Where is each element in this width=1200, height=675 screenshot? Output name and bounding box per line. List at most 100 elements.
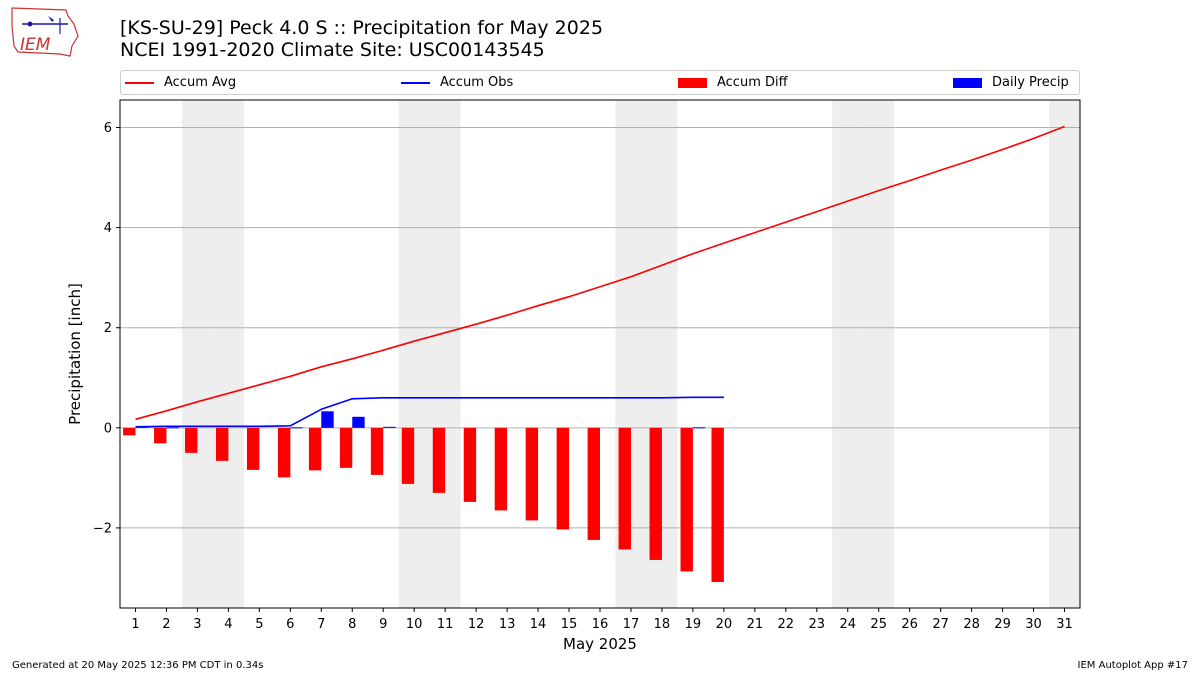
accum-diff-bar	[308, 427, 322, 471]
y-tick-label: 2	[104, 321, 112, 336]
plot-frame	[119, 99, 1081, 609]
accum-diff-bar	[556, 427, 570, 530]
daily-precip-bar	[692, 427, 706, 429]
daily-precip-bar	[352, 416, 365, 428]
x-tick-label: 14	[530, 617, 547, 632]
x-tick-label: 28	[963, 617, 980, 632]
daily-precip-bar	[166, 427, 179, 429]
x-tick-label: 27	[932, 617, 949, 632]
x-tick-label: 29	[994, 617, 1011, 632]
x-tick-label: 19	[685, 617, 702, 632]
legend-label-accum-diff: Accum Diff	[717, 75, 788, 90]
x-tick-label: 30	[1025, 617, 1042, 632]
x-tick-label: 10	[406, 617, 423, 632]
legend: Accum Avg Accum Obs Accum Diff Daily Pre…	[120, 70, 1080, 95]
x-tick-label: 9	[379, 617, 387, 632]
y-tick-label: 4	[104, 221, 112, 236]
accum-diff-bar	[494, 427, 508, 511]
chart-title-line1: [KS-SU-29] Peck 4.0 S :: Precipitation f…	[120, 17, 604, 39]
legend-swatch-accum-obs	[401, 81, 430, 84]
legend-item-accum-obs: Accum Obs	[401, 71, 513, 94]
weekend-band-24	[832, 100, 864, 608]
bars	[123, 411, 724, 582]
x-axis-label: May 2025	[563, 635, 637, 653]
iem-logo: IEM	[11, 7, 79, 57]
accum-diff-bar	[123, 427, 136, 436]
lines	[135, 125, 1065, 428]
legend-item-accum-avg: Accum Avg	[125, 71, 236, 94]
accum-avg-line	[135, 125, 1065, 421]
accum-diff-bar	[711, 427, 724, 582]
weekend-band-3	[181, 100, 213, 608]
legend-item-daily-precip: Daily Precip	[953, 71, 1069, 94]
x-tick-label: 7	[317, 617, 325, 632]
x-tick-label: 12	[468, 617, 485, 632]
x-tick-label: 24	[839, 617, 856, 632]
accum-diff-bar	[618, 427, 631, 550]
accum-diff-bar	[370, 427, 384, 475]
x-tick-label: 17	[623, 617, 640, 632]
daily-precip-bar	[321, 411, 334, 428]
x-tick-label: 8	[348, 617, 356, 632]
gridlines	[120, 127, 1080, 529]
weekend-band-31	[1049, 100, 1080, 608]
x-tick-label: 26	[901, 617, 918, 632]
x-tick-label: 23	[809, 617, 826, 632]
x-tick-label: 25	[870, 617, 887, 632]
x-tick-label: 5	[255, 617, 263, 632]
accum-diff-bar	[463, 427, 477, 502]
y-tick-label: 6	[104, 121, 112, 136]
accum-diff-bar	[216, 427, 229, 461]
accum-diff-bar	[246, 427, 260, 470]
accum-diff-bar	[587, 427, 600, 540]
x-tick-label: 4	[224, 617, 232, 632]
accum-diff-bar	[649, 427, 662, 560]
weekend-band-25	[863, 100, 895, 608]
x-tick-label: 22	[778, 617, 795, 632]
chart-title-line2: NCEI 1991-2020 Climate Site: USC00143545	[120, 39, 545, 61]
legend-swatch-daily-precip	[953, 77, 982, 88]
accum-diff-bar	[525, 427, 539, 521]
legend-label-accum-obs: Accum Obs	[440, 75, 514, 90]
footer-generated: Generated at 20 May 2025 12:36 PM CDT in…	[12, 660, 264, 671]
accum-diff-bar	[680, 427, 693, 572]
daily-precip-bar	[383, 426, 396, 428]
logo-text: IEM	[20, 35, 51, 55]
weekend-shading	[181, 100, 1080, 608]
x-tick-label: 20	[716, 617, 733, 632]
legend-label-daily-precip: Daily Precip	[992, 75, 1069, 90]
footer-app: IEM Autoplot App #17	[1077, 660, 1188, 671]
accum-diff-bar	[339, 427, 353, 468]
legend-swatch-accum-diff	[678, 77, 707, 88]
x-tick-label: 13	[499, 617, 516, 632]
x-tick-label: 31	[1056, 617, 1073, 632]
accum-diff-bar	[432, 427, 446, 493]
x-tick-label: 16	[592, 617, 609, 632]
x-tick-label: 18	[654, 617, 671, 632]
accum-obs-line	[135, 396, 724, 428]
weekend-band-18	[646, 100, 678, 608]
daily-precip-bar	[135, 426, 148, 428]
x-tick-label: 21	[747, 617, 764, 632]
chart-title: [KS-SU-29] Peck 4.0 S :: Precipitation f…	[120, 17, 603, 61]
weekend-band-10	[398, 100, 430, 608]
weekend-band-4	[212, 100, 244, 608]
accum-diff-bar	[185, 427, 198, 453]
x-tick-label: 1	[131, 617, 139, 632]
y-tick-label: −2	[93, 521, 112, 536]
weekend-band-17	[615, 100, 647, 608]
y-axis-label: Precipitation [inch]	[66, 283, 84, 425]
accum-diff-bar	[154, 427, 167, 444]
x-tick-label: 15	[561, 617, 578, 632]
accum-diff-bar	[401, 427, 415, 484]
weekend-band-11	[429, 100, 461, 608]
daily-precip-bar	[290, 427, 303, 429]
x-tick-label: 11	[437, 617, 454, 632]
x-tick-label: 2	[162, 617, 170, 632]
legend-label-accum-avg: Accum Avg	[164, 75, 237, 90]
legend-swatch-accum-avg	[125, 81, 154, 84]
x-tick-label: 3	[193, 617, 201, 632]
y-tick-label: 0	[104, 421, 112, 436]
